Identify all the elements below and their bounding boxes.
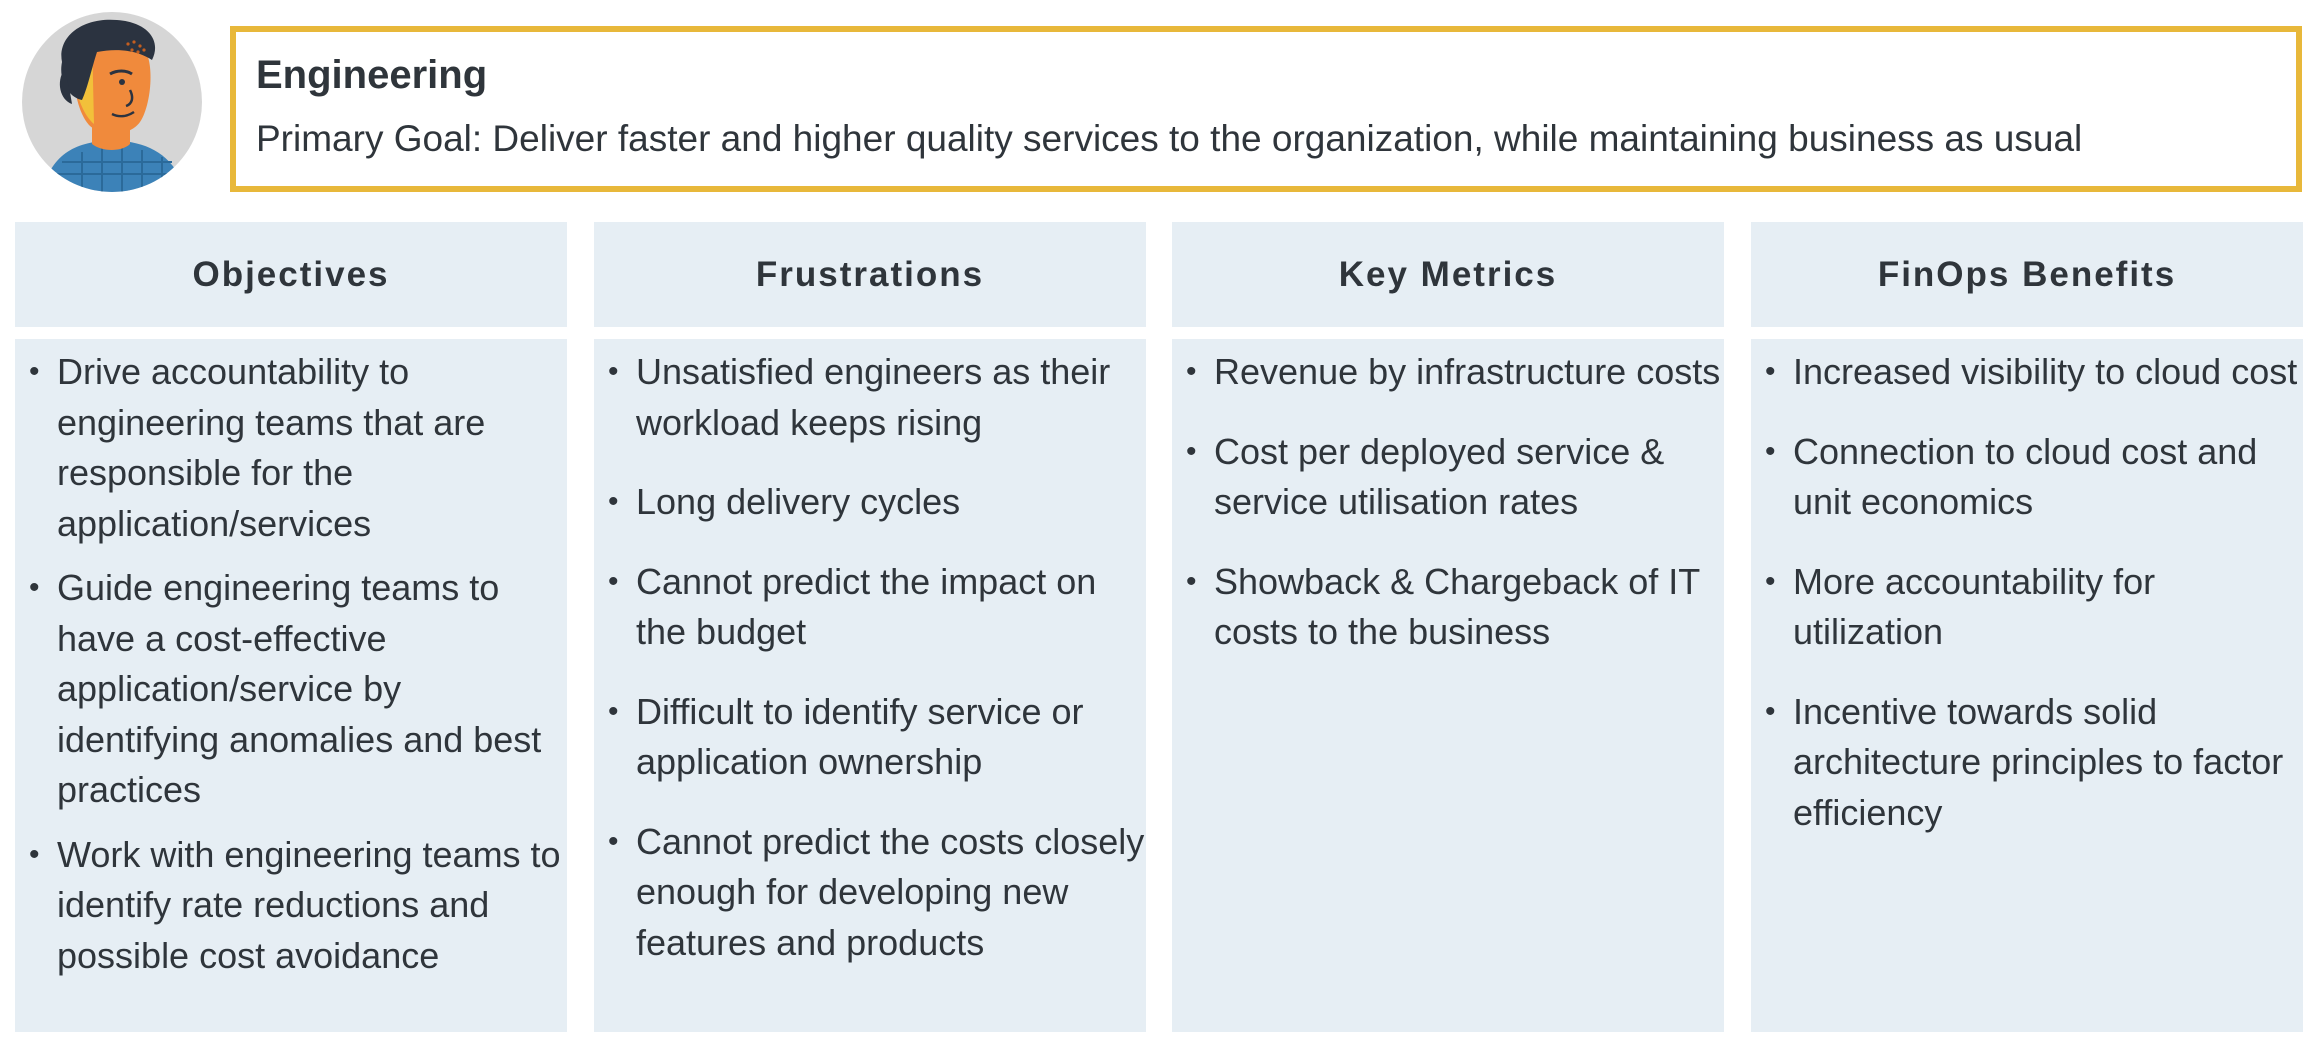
person-avatar-icon [22, 12, 202, 192]
list-item: Difficult to identify service or applica… [594, 687, 1146, 788]
finops-benefits-heading: FinOps Benefits [1751, 222, 2303, 327]
key-metrics-heading: Key Metrics [1172, 222, 1724, 327]
finops-benefits-column: FinOps Benefits Increased visibility to … [1751, 222, 2303, 1032]
objectives-column: Objectives Drive accountability to engin… [15, 222, 567, 1032]
list-item: Cannot predict the impact on the budget [594, 557, 1146, 658]
list-item: Incentive towards solid architecture pri… [1751, 687, 2303, 839]
list-item: Drive accountability to engineering team… [15, 347, 567, 549]
finops-benefits-list: Increased visibility to cloud cost Conne… [1751, 347, 2303, 838]
list-item: Work with engineering teams to identify … [15, 830, 567, 982]
key-metrics-column: Key Metrics Revenue by infrastructure co… [1172, 222, 1724, 1032]
frustrations-panel: Unsatisfied engineers as their workload … [594, 339, 1146, 1032]
list-item: Increased visibility to cloud cost [1751, 347, 2303, 398]
frustrations-list: Unsatisfied engineers as their workload … [594, 347, 1146, 968]
objectives-heading: Objectives [15, 222, 567, 327]
list-item: Unsatisfied engineers as their workload … [594, 347, 1146, 448]
avatar-illustration [22, 12, 202, 192]
list-item: Cannot predict the costs closely enough … [594, 817, 1146, 969]
objectives-panel: Drive accountability to engineering team… [15, 339, 567, 1032]
persona-title: Engineering [256, 53, 488, 97]
list-item: Guide engineering teams to have a cost-e… [15, 563, 567, 816]
objectives-list: Drive accountability to engineering team… [15, 347, 567, 981]
key-metrics-list: Revenue by infrastructure costs Cost per… [1172, 347, 1724, 658]
list-item: Connection to cloud cost and unit econom… [1751, 427, 2303, 528]
list-item: Long delivery cycles [594, 477, 1146, 528]
frustrations-heading: Frustrations [594, 222, 1146, 327]
list-item: Revenue by infrastructure costs [1172, 347, 1724, 398]
finops-benefits-panel: Increased visibility to cloud cost Conne… [1751, 339, 2303, 1032]
primary-goal-panel: Engineering Primary Goal: Deliver faster… [230, 26, 2302, 192]
list-item: Cost per deployed service & service util… [1172, 427, 1724, 528]
primary-goal-text: Primary Goal: Deliver faster and higher … [256, 118, 2083, 159]
key-metrics-panel: Revenue by infrastructure costs Cost per… [1172, 339, 1724, 1032]
list-item: Showback & Chargeback of IT costs to the… [1172, 557, 1724, 658]
list-item: More accountability for utilization [1751, 557, 2303, 658]
frustrations-column: Frustrations Unsatisfied engineers as th… [594, 222, 1146, 1032]
